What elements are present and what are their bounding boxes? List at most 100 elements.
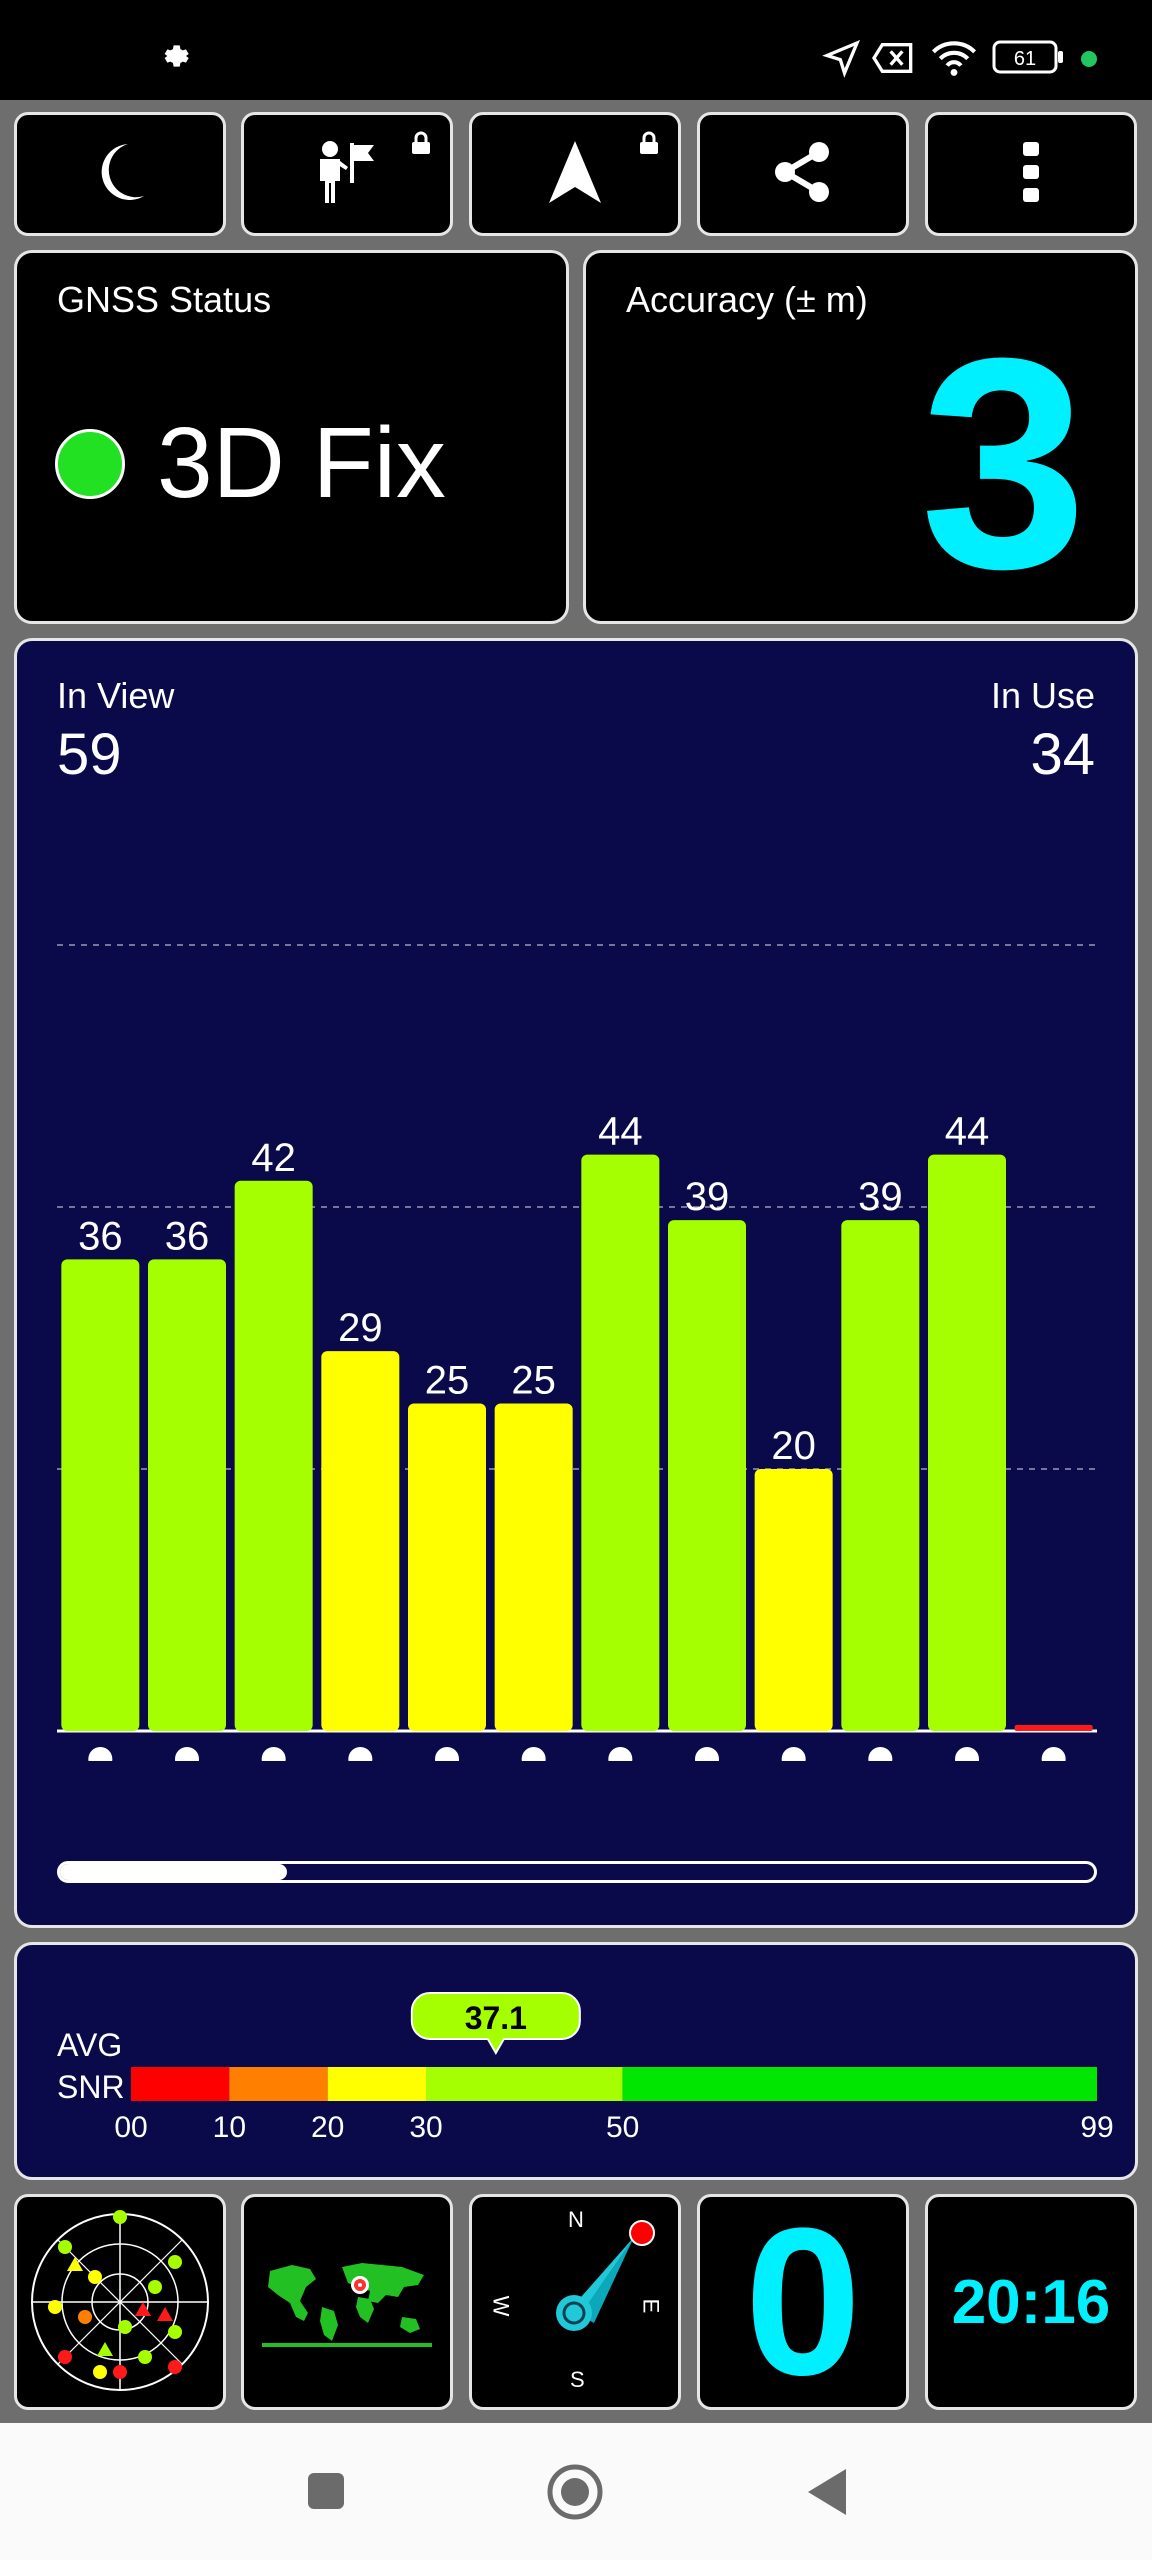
bar-value-label: 36: [78, 1214, 123, 1258]
used-dot: [781, 1747, 806, 1761]
world-map-icon: [262, 2263, 432, 2347]
battery-level: 61: [1014, 48, 1036, 70]
snr-tick-label: 50: [606, 2111, 639, 2144]
snr-tick-label: 99: [1080, 2111, 1113, 2144]
bar-value-label: 39: [685, 1175, 730, 1219]
sky-plot-tile[interactable]: [14, 2194, 226, 2410]
bar-value-label: 25: [511, 1359, 556, 1403]
snr-scale: 00 10 20 30 50 99 37.1: [114, 1992, 1114, 2144]
snr-bar-chart: 3601360342042906250725094411391620193926…: [57, 944, 1097, 1761]
lock-icon: [410, 131, 432, 160]
snr-tick-label: 20: [311, 2111, 344, 2144]
bar-sat-07: [408, 1403, 486, 1731]
person-flag-icon: [312, 137, 382, 212]
sky-plot-icon: [31, 2210, 209, 2391]
bar-sat-01: [61, 1259, 140, 1731]
used-dot: [608, 1747, 633, 1761]
in-view-label: In View: [57, 675, 175, 716]
used-dot: [1041, 1747, 1066, 1761]
bar-value-label: 44: [598, 1110, 643, 1154]
used-dot: [175, 1747, 199, 1761]
compass-tile[interactable]: N E S W: [469, 2194, 681, 2410]
more-vert-icon: [1021, 140, 1041, 209]
satellite-signal-card[interactable]: In View 59 In Use 34 3601360342042906250…: [14, 638, 1138, 1928]
used-dot: [435, 1747, 459, 1761]
green-dot-icon: [1080, 50, 1098, 73]
accuracy-label: Accuracy (± m): [626, 279, 868, 320]
bar-sat-31: [928, 1154, 1006, 1731]
fix-status-value: 3D Fix: [157, 407, 446, 519]
more-options-button[interactable]: [925, 112, 1137, 236]
lock-icon: [638, 131, 660, 160]
bar-value-label: 36: [165, 1214, 210, 1258]
wifi-icon: [930, 36, 978, 83]
snr-segment: [229, 2067, 328, 2101]
bar-value-label: 44: [945, 1110, 990, 1154]
bar-sat-06: [321, 1351, 400, 1731]
snr-tick-label: 30: [409, 2111, 442, 2144]
snr-segment: [131, 2067, 230, 2101]
battery-icon: 61: [992, 40, 1066, 79]
bar-sat-19: [754, 1469, 833, 1731]
in-view-count: 59: [57, 722, 122, 787]
bar-value-label: 29: [338, 1306, 383, 1350]
navigation-bar: [0, 2423, 1152, 2560]
night-mode-button[interactable]: [14, 112, 226, 236]
used-dot: [348, 1747, 373, 1761]
compass-south: S: [570, 2367, 585, 2392]
speed-value: 0: [744, 2184, 862, 2419]
in-use-count: 34: [1030, 722, 1095, 787]
fix-status-dot: [55, 429, 125, 499]
location-arrow-icon: [822, 38, 862, 83]
bar-value-label: 25: [425, 1359, 470, 1403]
bar-value-label: 42: [251, 1136, 296, 1180]
bar-value-label: 39: [858, 1175, 903, 1219]
sim-x-icon: [872, 38, 916, 83]
avg-label: AVG: [57, 2027, 123, 2063]
chart-scroll-thumb[interactable]: [60, 1864, 288, 1880]
used-dot: [695, 1747, 719, 1761]
share-icon: [771, 140, 835, 209]
chart-scrollbar[interactable]: [57, 1861, 1097, 1883]
world-map-tile[interactable]: [241, 2194, 453, 2410]
snr-segment: [426, 2067, 623, 2101]
snr-label: SNR: [57, 2069, 125, 2105]
used-dot: [521, 1747, 546, 1761]
clock-tile[interactable]: 20:16: [925, 2194, 1137, 2410]
avg-snr-marker: [410, 1992, 581, 2056]
bar-sat-16: [668, 1220, 746, 1731]
bar-sat-03: [148, 1259, 226, 1731]
snr-tick-label: 10: [213, 2111, 246, 2144]
compass-needle-icon: [556, 2220, 655, 2331]
snr-tick-label: 00: [114, 2111, 147, 2144]
hiker-flag-button[interactable]: [241, 112, 453, 236]
navigation-button[interactable]: [469, 112, 681, 236]
bar-sat-26: [841, 1220, 920, 1731]
snr-segment: [622, 2067, 1097, 2101]
back-icon[interactable]: [804, 2467, 848, 2522]
used-dot: [868, 1747, 893, 1761]
gear-icon: [158, 40, 190, 77]
gnss-status-label: GNSS Status: [57, 279, 272, 320]
in-use-label: In Use: [990, 675, 1095, 716]
used-dot: [955, 1747, 979, 1761]
compass-north: N: [568, 2207, 584, 2232]
moon-icon: [90, 140, 150, 209]
speed-tile[interactable]: 0: [697, 2194, 909, 2410]
avg-snr-value: 37.1: [465, 2000, 527, 2036]
gnss-status-card[interactable]: GNSS Status 3D Fix: [14, 250, 569, 624]
used-dot: [261, 1747, 286, 1761]
bar-sat-04: [234, 1180, 313, 1731]
status-bar: 61: [0, 0, 1152, 100]
navigation-arrow-icon: [547, 139, 603, 210]
accuracy-value: 3: [920, 295, 1087, 631]
bar-sat-11: [581, 1154, 660, 1731]
avg-snr-card: AVG SNR 00 10 20 30 50 99 37.1: [14, 1942, 1138, 2180]
accuracy-card[interactable]: Accuracy (± m) 3: [583, 250, 1138, 624]
bar-value-label: 20: [771, 1424, 816, 1468]
share-button[interactable]: [697, 112, 909, 236]
bar-sat-09: [494, 1403, 573, 1731]
home-icon[interactable]: [546, 2463, 604, 2526]
recents-icon[interactable]: [306, 2471, 346, 2516]
used-dot: [88, 1747, 113, 1761]
